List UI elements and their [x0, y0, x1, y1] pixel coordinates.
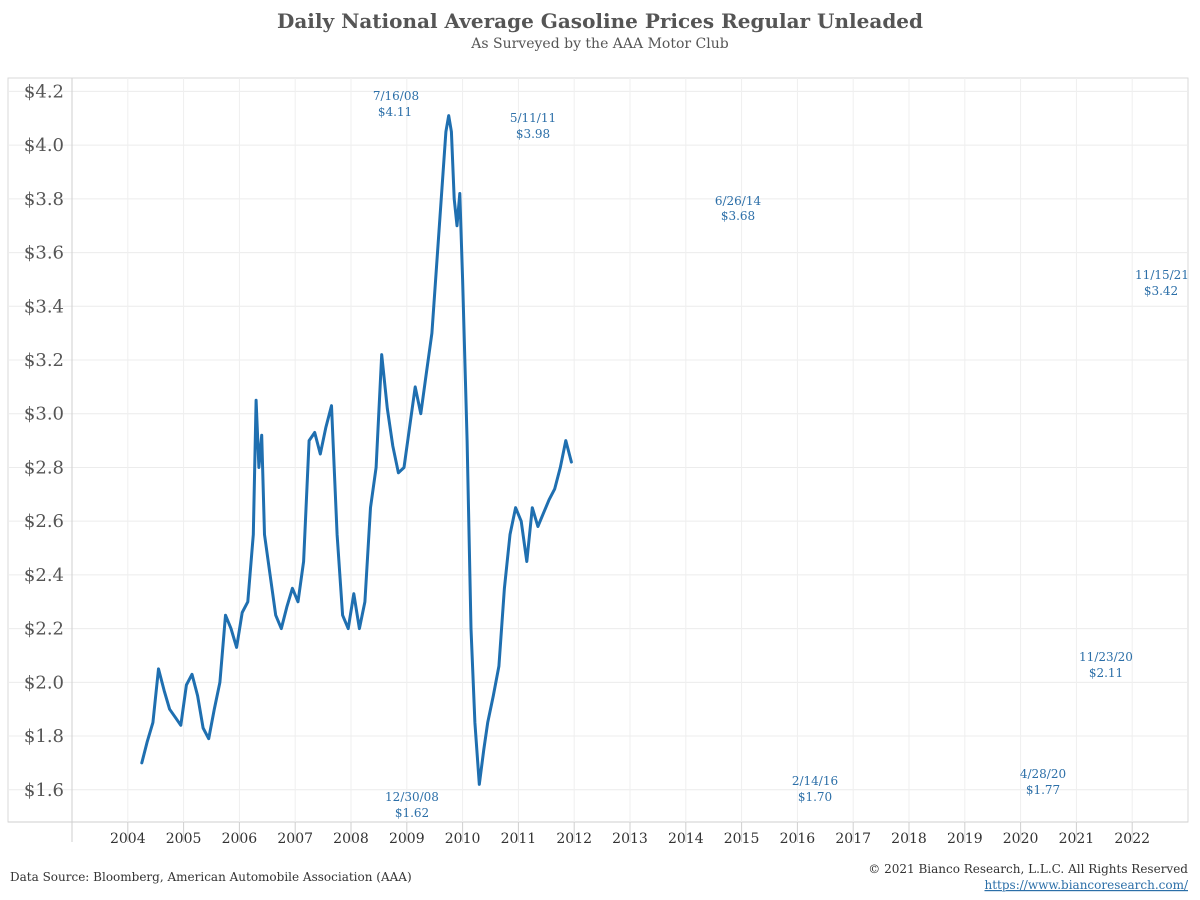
annotation-date: 6/26/14: [715, 194, 762, 208]
y-tick-label: $3.8: [24, 189, 64, 210]
x-tick-label: 2007: [277, 831, 313, 847]
x-tick-label: 2012: [556, 831, 592, 847]
annotation-date: 7/16/08: [373, 89, 419, 103]
x-tick-label: 2005: [166, 831, 202, 847]
y-tick-label: $3.2: [24, 350, 64, 371]
grid: [7, 77, 1189, 842]
y-tick-label: $3.6: [24, 243, 64, 264]
data-source: Data Source: Bloomberg, American Automob…: [10, 870, 412, 884]
copyright: © 2021 Bianco Research, L.L.C. All Right…: [868, 862, 1188, 876]
annotation-value: $3.98: [516, 127, 550, 141]
x-tick-label: 2009: [389, 831, 425, 847]
annotation-date: 12/30/08: [385, 790, 439, 804]
website-link[interactable]: https://www.biancoresearch.com/: [984, 878, 1188, 892]
x-tick-label: 2022: [1114, 831, 1150, 847]
y-tick-label: $1.8: [24, 726, 64, 747]
x-tick-label: 2010: [445, 831, 481, 847]
annotation-value: $1.62: [395, 806, 429, 820]
y-tick-label: $1.6: [24, 780, 64, 801]
x-tick-label: 2016: [780, 831, 816, 847]
x-tick-label: 2004: [110, 831, 146, 847]
annotation-date: 11/23/20: [1079, 650, 1133, 664]
x-tick-label: 2018: [891, 831, 927, 847]
y-tick-label: $2.6: [24, 511, 64, 532]
x-tick-label: 2013: [612, 831, 648, 847]
y-axis: $1.6 $1.8 $2.0 $2.2 $2.4 $2.6 $2.8 $3.0 $3.2 $3.4…: [24, 81, 64, 800]
x-tick-label: 2014: [668, 831, 704, 847]
annotation-value: $1.70: [798, 790, 832, 804]
x-tick-label: 2020: [1003, 831, 1039, 847]
series-line: [140, 114, 573, 786]
annotation-value: $1.77: [1026, 783, 1060, 797]
x-tick-label: 2015: [724, 831, 760, 847]
annotation-date: 2/14/16: [792, 774, 838, 788]
x-tick-label: 2011: [501, 831, 537, 847]
annotation-date: 5/11/11: [510, 111, 556, 125]
y-tick-label: $3.4: [24, 296, 64, 317]
y-tick-label: $2.8: [24, 457, 64, 478]
x-axis: 2004 2005 2006 2007 2008 2009 2010 2011 2012 2013…: [110, 831, 1150, 847]
x-tick-label: 2006: [222, 831, 258, 847]
y-tick-label: $4.0: [24, 135, 64, 156]
x-tick-label: 2019: [947, 831, 983, 847]
x-tick-label: 2021: [1059, 831, 1095, 847]
y-tick-label: $2.2: [24, 619, 64, 640]
y-tick-label: $2.4: [24, 565, 64, 586]
annotation-date: 4/28/20: [1020, 767, 1066, 781]
chart-title: Daily National Average Gasoline Prices R…: [277, 9, 923, 33]
annotations: 7/16/08 $4.11 12/30/08 $1.62 5/11/11 $3.…: [373, 89, 1189, 820]
chart-subtitle: As Surveyed by the AAA Motor Club: [470, 36, 728, 52]
plot-border: [7, 77, 1189, 823]
annotation-value: $2.11: [1089, 666, 1123, 680]
x-tick-label: 2017: [835, 831, 871, 847]
series-group: [140, 114, 573, 786]
annotation-value: $3.68: [721, 209, 755, 223]
x-tick-label: 2008: [333, 831, 369, 847]
annotation-date: 11/15/21: [1135, 268, 1189, 282]
y-tick-label: $2.0: [24, 672, 64, 693]
annotation-value: $3.42: [1144, 284, 1178, 298]
annotation-value: $4.11: [378, 105, 412, 119]
y-tick-label: $3.0: [24, 404, 64, 425]
y-tick-label: $4.2: [24, 81, 64, 102]
